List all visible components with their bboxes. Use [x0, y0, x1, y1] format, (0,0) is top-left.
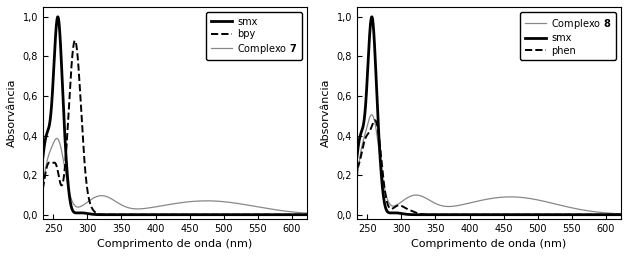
- Y-axis label: Absorvância: Absorvância: [7, 79, 17, 147]
- X-axis label: Comprimento de onda (nm): Comprimento de onda (nm): [411, 239, 566, 249]
- X-axis label: Comprimento de onda (nm): Comprimento de onda (nm): [97, 239, 252, 249]
- Legend: smx, bpy, Complexo $\mathbf{7}$: smx, bpy, Complexo $\mathbf{7}$: [206, 12, 302, 60]
- Legend: Complexo $\mathbf{8}$, smx, phen: Complexo $\mathbf{8}$, smx, phen: [520, 12, 616, 60]
- Y-axis label: Absorvância: Absorvância: [321, 79, 331, 147]
